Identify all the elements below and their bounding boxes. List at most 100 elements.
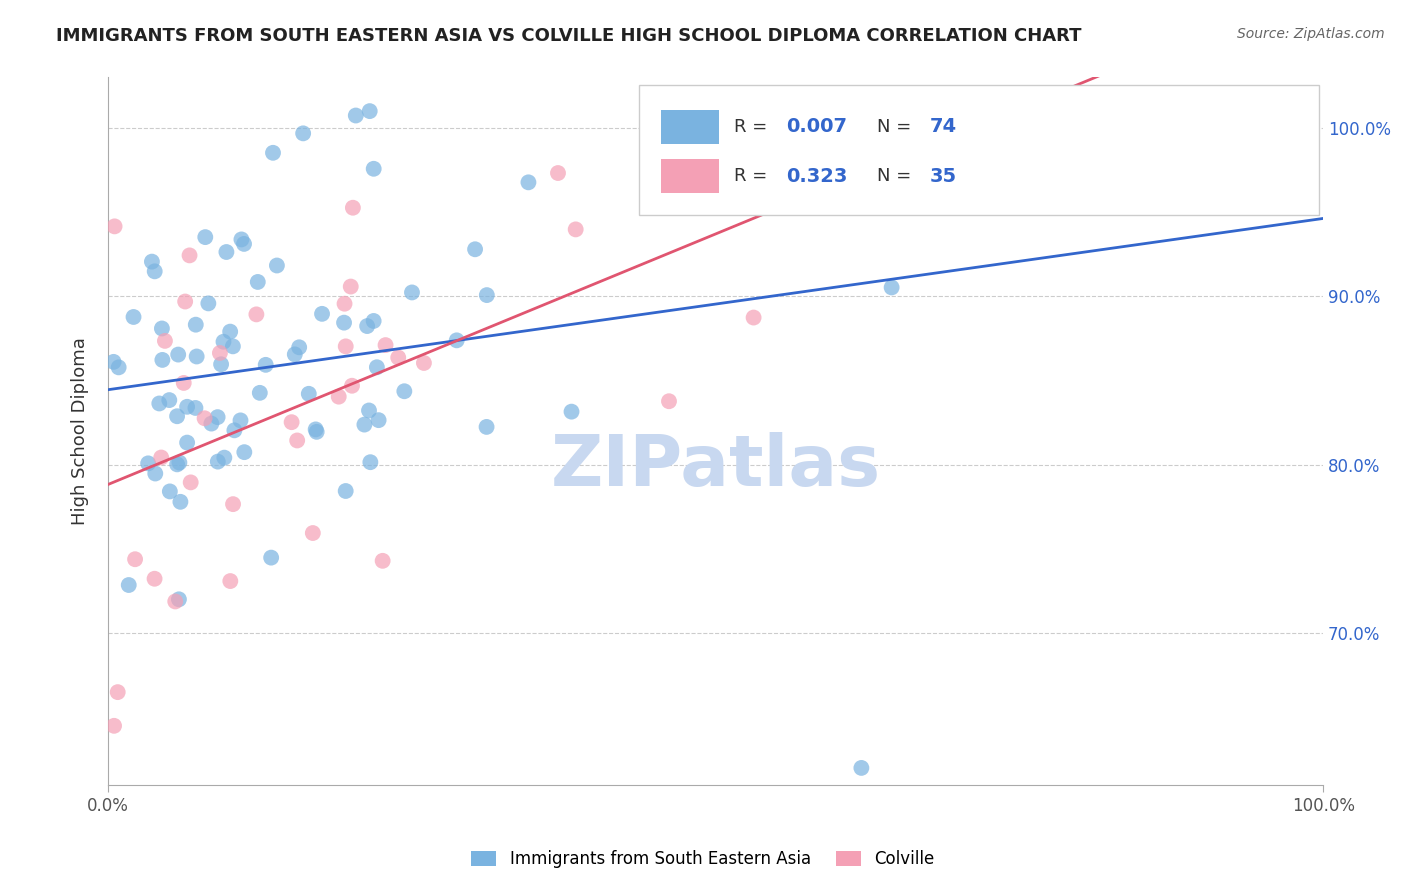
Y-axis label: High School Diploma: High School Diploma [72,337,89,525]
Point [222,339,245,353]
Point [371,554,394,568]
Point [219,574,242,588]
Point [353,417,375,432]
Text: N =: N = [877,118,917,136]
Point [363,314,385,328]
Point [107,360,129,375]
Point [547,166,569,180]
Point [208,346,231,360]
Point [517,175,540,189]
Point [165,594,187,608]
Point [207,455,229,469]
FancyBboxPatch shape [661,110,720,144]
Point [335,339,357,353]
Point [157,393,180,408]
Point [141,254,163,268]
Point [280,415,302,429]
Point [173,376,195,390]
Point [742,310,765,325]
Point [367,413,389,427]
Point [564,222,586,236]
Point [475,288,498,302]
Point [186,350,208,364]
Text: 0.007: 0.007 [786,118,846,136]
Point [342,201,364,215]
Point [233,445,256,459]
Point [266,259,288,273]
Point [159,484,181,499]
Point [167,348,190,362]
Point [207,410,229,425]
Point [288,340,311,354]
Point [356,319,378,334]
FancyBboxPatch shape [638,85,1319,215]
Point [401,285,423,300]
Point [214,450,236,465]
Point [103,719,125,733]
Point [560,404,582,418]
Point [143,467,166,481]
Point [150,450,173,465]
Point [212,334,235,349]
Point [169,456,191,470]
Point [143,264,166,278]
Point [103,355,125,369]
Point [136,456,159,470]
Point [394,384,416,399]
Text: N =: N = [877,168,917,186]
Point [446,334,468,348]
Point [249,385,271,400]
Point [284,347,307,361]
Point [194,411,217,425]
Text: Source: ZipAtlas.com: Source: ZipAtlas.com [1237,27,1385,41]
Point [103,219,125,234]
Text: R =: R = [734,118,773,136]
Point [231,232,253,246]
Point [122,310,145,324]
Point [658,394,681,409]
Point [222,497,245,511]
Point [194,230,217,244]
Point [340,378,363,392]
Point [184,401,207,415]
Point [464,242,486,256]
Point [179,248,201,262]
Point [118,578,141,592]
Point [215,245,238,260]
Point [254,358,277,372]
Point [339,279,361,293]
FancyBboxPatch shape [661,160,720,194]
Point [335,483,357,498]
Point [209,357,232,371]
Point [305,422,328,436]
Point [124,552,146,566]
Point [285,434,308,448]
Point [169,495,191,509]
Point [359,455,381,469]
Point [197,296,219,310]
Point [413,356,436,370]
Point [233,236,256,251]
Point [311,307,333,321]
Point [219,325,242,339]
Point [374,338,396,352]
Point [153,334,176,348]
Point [260,550,283,565]
Point [880,280,903,294]
Point [333,296,356,310]
Text: 74: 74 [929,118,956,136]
Point [166,409,188,424]
Point [166,458,188,472]
Point [262,145,284,160]
Point [366,360,388,375]
Point [305,425,328,439]
Point [150,352,173,367]
Point [357,403,380,417]
Point [246,275,269,289]
Point [1270,120,1292,135]
Point [851,761,873,775]
Point [229,413,252,427]
Text: ZIPatlas: ZIPatlas [551,432,880,501]
Point [245,307,267,321]
Point [174,294,197,309]
